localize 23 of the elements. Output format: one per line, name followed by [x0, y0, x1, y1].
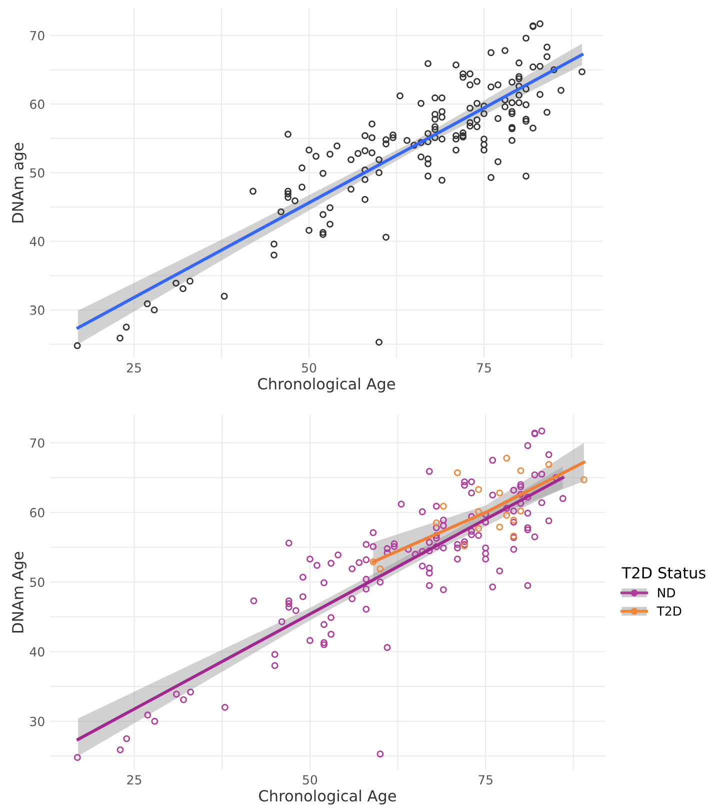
y-tick-label: 30: [30, 305, 44, 315]
x-axis-title: Chronological Age: [259, 790, 396, 805]
x-tick-label: 75: [477, 363, 491, 373]
y-tick-label: 70: [30, 438, 44, 448]
y-axis-title: DNAm Age: [12, 552, 26, 632]
y-tick-label: 30: [30, 716, 44, 726]
y-tick-label: 60: [30, 100, 44, 110]
legend-label: T2D: [656, 606, 682, 616]
y-axis-title: DNAm age: [12, 142, 26, 222]
x-tick-label: 50: [302, 775, 318, 785]
y-tick-label: 70: [30, 30, 44, 40]
x-tick-label: 75: [478, 775, 492, 785]
x-tick-label: 25: [126, 363, 141, 373]
y-tick-label: 60: [30, 508, 44, 518]
y-tick-label: 40: [30, 236, 44, 246]
legend-label: ND: [658, 588, 676, 598]
y-tick-label: 40: [30, 647, 44, 657]
x-axis-title: Chronological Age: [258, 378, 395, 393]
legend-title: T2D Status: [622, 567, 706, 579]
x-tick-label: 50: [302, 363, 316, 373]
y-tick-label: 50: [30, 578, 44, 587]
x-tick-label: 25: [127, 775, 142, 785]
y-tick-label: 50: [30, 168, 44, 178]
